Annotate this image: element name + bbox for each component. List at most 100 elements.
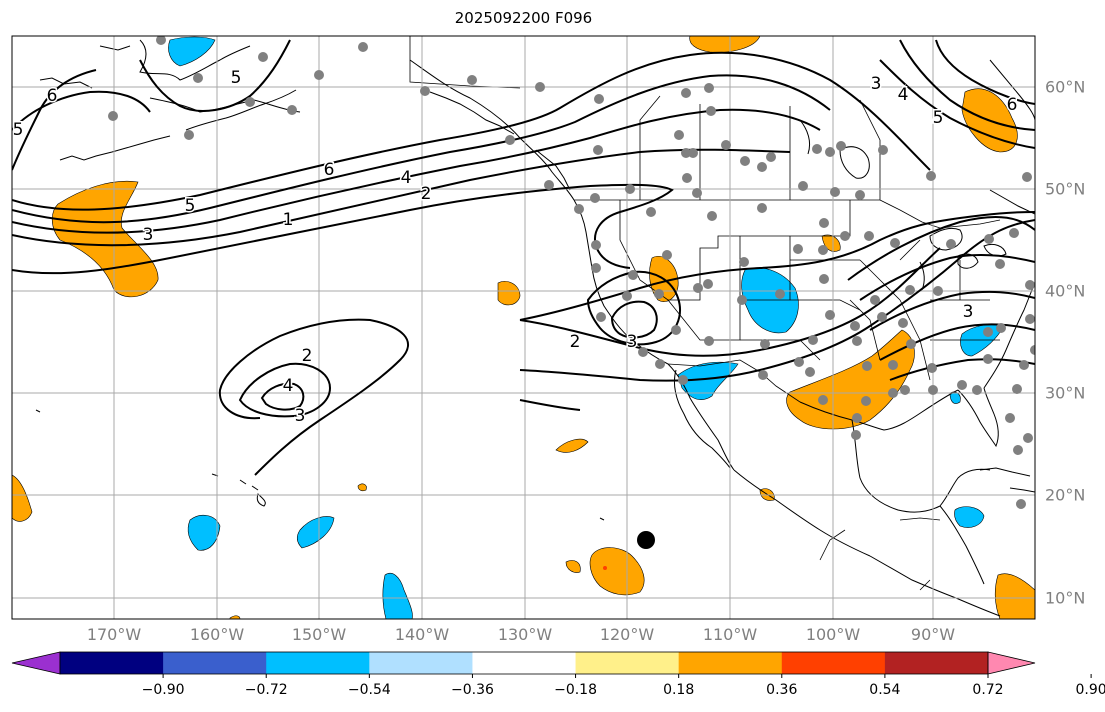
contour-line — [519, 247, 941, 357]
contour-line — [139, 39, 291, 112]
station-dot — [1016, 499, 1026, 509]
station-dot — [818, 395, 828, 405]
border-line — [899, 239, 921, 261]
coastline — [599, 517, 605, 521]
station-dot — [898, 318, 908, 328]
station-dot — [900, 385, 910, 395]
coastline — [251, 485, 259, 491]
coastline — [733, 469, 871, 557]
map-frame — [11, 35, 1036, 620]
station-dot — [766, 152, 776, 162]
station-dot — [852, 336, 862, 346]
contour-label: 4 — [401, 168, 412, 188]
contour-label: 6 — [47, 86, 58, 106]
colorbar-tick-label: −0.54 — [347, 682, 391, 698]
station-dot — [574, 204, 584, 214]
colorbar-segment — [781, 652, 886, 674]
colorbar-segment — [369, 652, 473, 674]
border-line — [739, 236, 791, 301]
station-dot — [864, 231, 874, 241]
station-dot — [692, 188, 702, 198]
border-line — [859, 99, 881, 200]
colorbar-tick-label: 0.18 — [663, 682, 695, 698]
station-dot — [995, 259, 1005, 269]
positive-anomaly-area — [565, 560, 581, 573]
coastline — [35, 409, 41, 413]
coastline — [185, 89, 297, 131]
station-dot — [927, 363, 937, 373]
longitude-label: 150°W — [291, 625, 347, 644]
station-dot — [671, 325, 681, 335]
negative-anomaly-area — [296, 516, 335, 549]
station-dot — [358, 42, 368, 52]
station-dot — [258, 52, 268, 62]
colorbar-tick-label: 0.72 — [972, 682, 1004, 698]
station-dot — [628, 270, 638, 280]
contour-line — [610, 300, 658, 339]
contour-line — [879, 59, 1035, 149]
station-dot — [957, 380, 967, 390]
station-dot — [852, 413, 862, 423]
station-dot — [850, 321, 860, 331]
station-dot — [1022, 172, 1032, 182]
coastline — [929, 227, 963, 251]
colorbar-tick-label: −0.18 — [554, 682, 597, 698]
station-dot — [870, 295, 880, 305]
station-dot — [808, 335, 818, 345]
contour-line — [519, 211, 1035, 321]
longitude-label: 120°W — [599, 625, 655, 644]
contour-line — [12, 183, 674, 275]
station-dot — [681, 88, 691, 98]
coastline — [983, 243, 1007, 257]
colorbar-segment — [884, 652, 989, 674]
station-dot — [888, 388, 898, 398]
station-dot — [678, 375, 688, 385]
contour-line — [935, 39, 1035, 105]
station-dot — [818, 245, 828, 255]
border-line — [667, 299, 741, 341]
colorbar-frame — [59, 651, 989, 675]
coastline — [99, 45, 131, 51]
contour-label: 3 — [871, 74, 882, 94]
station-dot — [544, 180, 554, 190]
contour-label: 5 — [933, 108, 944, 128]
station-dot — [805, 367, 815, 377]
colorbar — [11, 651, 1092, 678]
contour-label: 3 — [627, 332, 638, 352]
longitude-label: 160°W — [189, 625, 245, 644]
coastline — [839, 146, 870, 179]
station-dot — [625, 184, 635, 194]
station-dot — [996, 323, 1006, 333]
station-dot — [819, 274, 829, 284]
coastline — [573, 199, 669, 365]
station-dot — [1025, 314, 1035, 324]
station-dot — [794, 357, 804, 367]
colorbar-segment — [163, 652, 267, 674]
contour-line — [260, 382, 305, 411]
longitude-label: 100°W — [805, 625, 861, 644]
station-dot — [819, 218, 829, 228]
station-dot — [591, 240, 601, 250]
station-dot — [739, 257, 749, 267]
contour-line — [12, 69, 97, 171]
station-dot — [830, 187, 840, 197]
coastline — [59, 135, 171, 161]
latitude-label: 60°N — [1045, 77, 1086, 97]
station-dot — [878, 145, 888, 155]
coastline — [957, 387, 999, 448]
station-dot — [662, 250, 672, 260]
station-dot — [704, 83, 714, 93]
latitude-label: 50°N — [1045, 179, 1086, 199]
contour-line — [847, 216, 1035, 281]
colorbar-tick-label: −0.90 — [141, 682, 185, 698]
station-dot — [654, 289, 664, 299]
positive-anomaly-area — [357, 483, 367, 492]
contour-line — [859, 254, 1035, 301]
station-dot — [622, 291, 632, 301]
station-dot — [1023, 433, 1033, 443]
positive-anomaly-area — [12, 474, 33, 522]
station-dot — [655, 359, 665, 369]
station-dot — [681, 148, 691, 158]
contour-line — [899, 39, 1035, 131]
coastline — [989, 189, 1035, 215]
